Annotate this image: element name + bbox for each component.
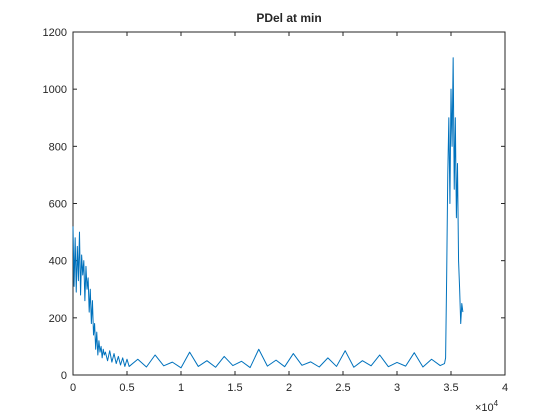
y-tick-label: 0 [61,370,67,382]
x-exponent-base: ×10 [475,402,494,414]
x-tick-label: 2.5 [335,382,350,394]
x-tick-label: 4 [502,382,508,394]
x-exponent: ×104 [475,399,499,414]
y-tick-label: 400 [49,256,67,268]
y-tick-label: 800 [49,141,67,153]
chart-title: PDel at min [256,11,321,25]
x-tick-label: 1 [178,382,184,394]
x-tick-label: 0 [70,382,76,394]
x-exponent-power: 4 [494,399,499,408]
x-tick-label: 1.5 [227,382,242,394]
axes-box [72,31,506,376]
y-tick-label: 1200 [43,27,67,39]
y-tick-label: 600 [49,199,67,211]
data-line [72,57,464,369]
y-tick-label: 1000 [43,84,67,96]
x-tick-label: 3 [394,382,400,394]
x-tick-label: 0.5 [119,382,134,394]
y-tick-label: 200 [49,313,67,325]
x-tick-label: 3.5 [443,382,458,394]
x-tick-label: 2 [286,382,292,394]
